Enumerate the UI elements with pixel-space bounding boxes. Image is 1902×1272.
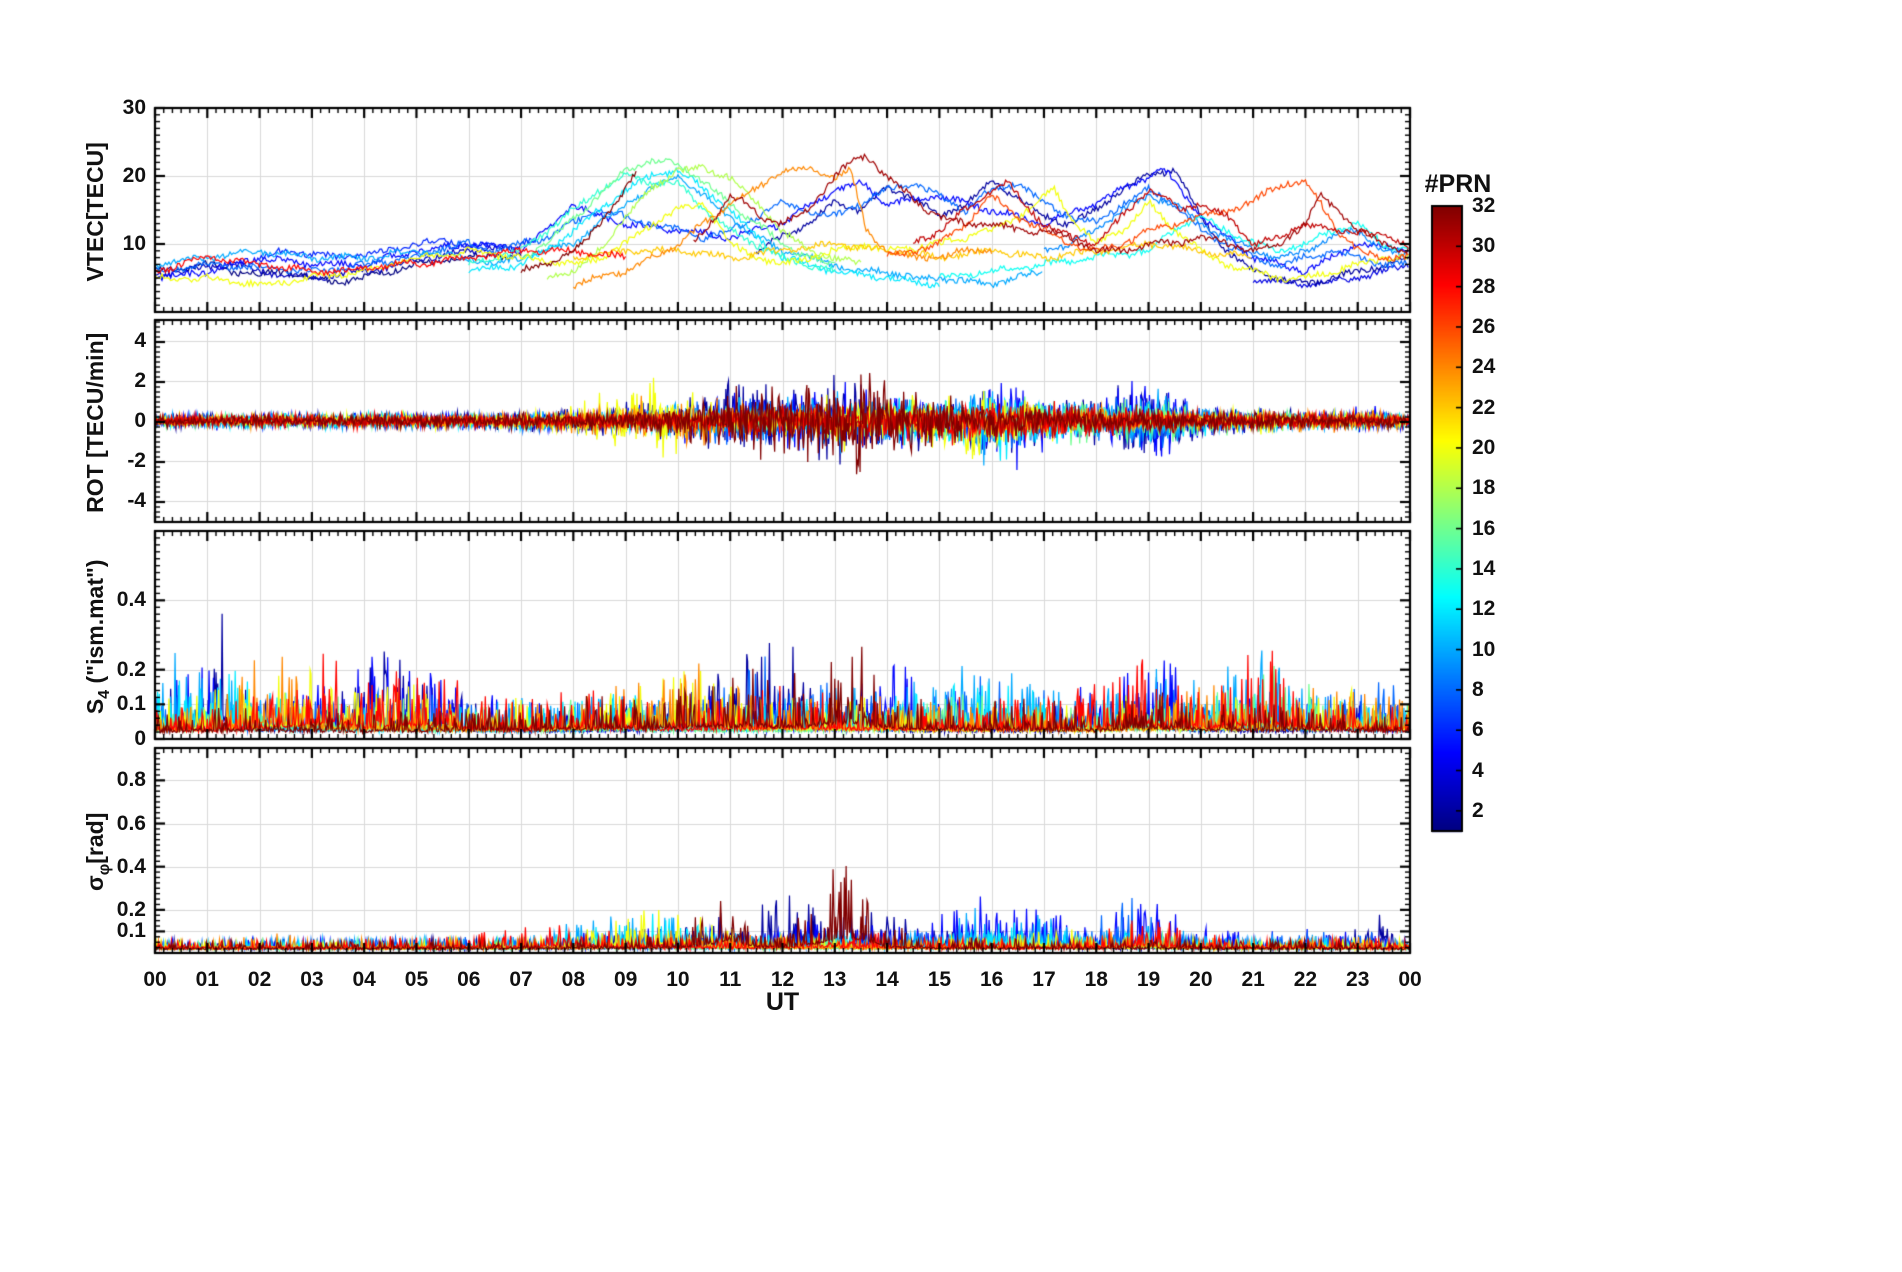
- colorbar-tick-label: 26: [1472, 314, 1496, 338]
- x-tick-label: 10: [666, 968, 690, 991]
- y-tick-label: 0.4: [116, 588, 146, 612]
- y-tick-label: 0.4: [116, 854, 146, 878]
- x-tick-label: 23: [1346, 968, 1370, 991]
- y-tick-label: 0: [134, 727, 146, 750]
- x-tick-label: 09: [613, 968, 638, 991]
- x-tick-label: 00: [143, 968, 167, 991]
- y-tick-label: -4: [127, 489, 146, 512]
- x-tick-label: 00: [1398, 968, 1422, 991]
- y-tick-label: 30: [122, 96, 146, 119]
- x-tick-label: 05: [404, 968, 429, 991]
- x-tick-label: 02: [247, 968, 272, 991]
- colorbar-tick-label: 16: [1472, 516, 1496, 540]
- colorbar-tick-label: 8: [1472, 677, 1484, 701]
- y-tick-label: 0.2: [116, 897, 146, 921]
- x-tick-label: 03: [300, 968, 324, 991]
- y-tick-label: 0.1: [116, 692, 146, 716]
- x-tick-label: 12: [770, 968, 795, 991]
- x-tick-label: 11: [719, 968, 742, 991]
- x-tick-label: 07: [509, 968, 533, 991]
- colorbar-tick-label: 6: [1472, 718, 1484, 742]
- y-tick-label: 10: [122, 232, 146, 255]
- colorbar-title: #PRN: [1424, 170, 1492, 198]
- y-tick-label: 0.6: [116, 811, 146, 835]
- colorbar-tick-label: 28: [1472, 274, 1496, 298]
- x-tick-label: 06: [457, 968, 481, 991]
- colorbar-tick-label: 22: [1472, 395, 1496, 419]
- colorbar-tick-label: 24: [1472, 355, 1496, 379]
- colorbar-tick-label: 4: [1472, 758, 1484, 782]
- x-tick-label: 08: [561, 968, 586, 991]
- colorbar-tick-label: 20: [1472, 435, 1496, 459]
- x-tick-label: 19: [1136, 968, 1161, 991]
- x-tick-label: 14: [875, 968, 899, 991]
- x-tick-label: 20: [1189, 968, 1213, 991]
- colorbar-tick-label: 10: [1472, 637, 1496, 661]
- colorbar-tick-label: 2: [1472, 798, 1484, 822]
- x-tick-label: 21: [1241, 968, 1265, 991]
- y-axis-title-sigma-phi: σφ[rad]: [82, 812, 113, 891]
- x-tick-label: 01: [195, 968, 219, 991]
- y-tick-label: 4: [134, 329, 146, 352]
- y-tick-label: -2: [127, 449, 146, 472]
- y-tick-label: 2: [134, 369, 146, 392]
- colorbar-tick-label: 32: [1472, 194, 1496, 217]
- x-tick-label: 22: [1293, 968, 1318, 991]
- x-tick-label: 18: [1084, 968, 1108, 991]
- y-tick-label: 0: [134, 409, 146, 432]
- x-tick-label: 15: [927, 968, 952, 991]
- colorbar-tick-label: 14: [1472, 556, 1496, 580]
- y-axis-title-sigma-phi-text: σ: [82, 875, 109, 891]
- x-tick-label: 16: [979, 968, 1004, 991]
- x-tick-label: 04: [352, 968, 376, 991]
- colorbar-tick-label: 18: [1472, 476, 1496, 500]
- x-axis-title: UT: [765, 988, 800, 1016]
- y-tick-label: 0.8: [116, 768, 146, 792]
- x-tick-label: 17: [1032, 968, 1056, 991]
- y-tick-label: 20: [122, 164, 146, 187]
- colorbar-tick-label: 12: [1472, 597, 1496, 621]
- colorbar-tick-label: 30: [1472, 234, 1496, 258]
- x-tick-label: 13: [823, 968, 847, 991]
- y-tick-label: 0.1: [116, 919, 146, 943]
- y-tick-label: 0.2: [116, 657, 146, 681]
